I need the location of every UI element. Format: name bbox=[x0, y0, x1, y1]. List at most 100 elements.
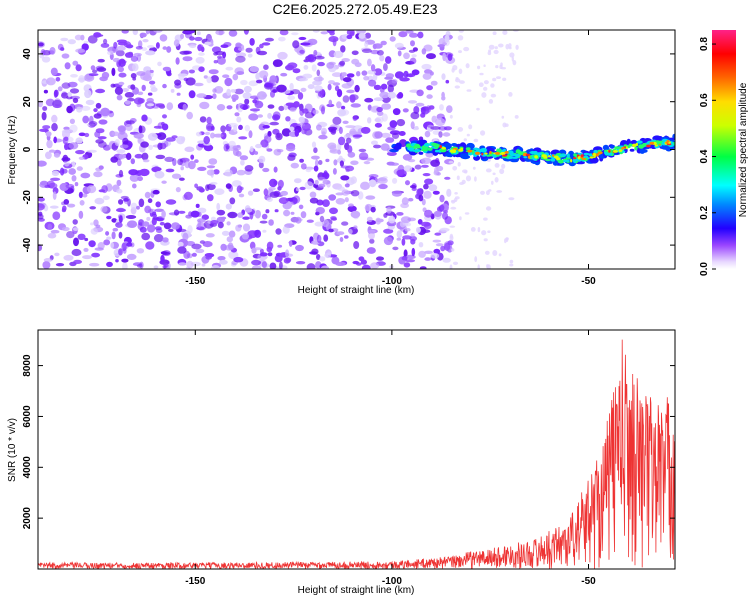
noise-blob bbox=[299, 107, 305, 116]
noise-blob bbox=[269, 178, 278, 188]
noise-blob bbox=[344, 165, 355, 172]
noise-blob bbox=[224, 244, 235, 251]
noise-blob bbox=[378, 183, 388, 190]
noise-blob bbox=[113, 41, 118, 49]
signal-blob-core bbox=[589, 156, 594, 159]
noise-blob bbox=[411, 247, 416, 257]
sparse-noise-blob bbox=[465, 63, 470, 69]
noise-blob bbox=[216, 104, 226, 111]
signal-blob-mid bbox=[636, 140, 643, 144]
noise-blob bbox=[94, 197, 105, 205]
sparse-noise-blob bbox=[466, 89, 472, 92]
noise-blob bbox=[280, 72, 288, 77]
noise-blob bbox=[326, 62, 335, 69]
noise-blob bbox=[153, 125, 162, 129]
snr-marks bbox=[38, 339, 675, 569]
noise-blob bbox=[379, 55, 385, 62]
noise-blob bbox=[38, 42, 44, 47]
noise-blob bbox=[196, 31, 201, 36]
noise-blob bbox=[206, 76, 212, 84]
noise-blob bbox=[293, 101, 300, 108]
noise-blob bbox=[350, 103, 361, 108]
noise-blob bbox=[405, 180, 410, 186]
noise-blob bbox=[446, 188, 452, 197]
noise-blob bbox=[260, 139, 269, 148]
noise-blob bbox=[380, 40, 387, 46]
noise-blob bbox=[130, 73, 137, 79]
noise-blob bbox=[118, 169, 124, 178]
noise-blob bbox=[61, 208, 66, 213]
noise-blob bbox=[300, 42, 311, 46]
noise-blob bbox=[194, 82, 204, 87]
noise-blob bbox=[320, 31, 329, 35]
noise-blob bbox=[392, 108, 401, 116]
noise-blob bbox=[411, 54, 417, 58]
noise-blob bbox=[322, 179, 331, 185]
noise-blob bbox=[364, 41, 369, 48]
noise-blob bbox=[198, 66, 205, 72]
noise-blob bbox=[208, 158, 218, 165]
noise-blob bbox=[248, 80, 259, 87]
noise-blob bbox=[98, 119, 108, 125]
noise-blob bbox=[360, 126, 371, 134]
sparse-noise-blob bbox=[474, 256, 478, 263]
noise-blob bbox=[407, 197, 414, 202]
noise-blob bbox=[216, 202, 221, 211]
noise-blob bbox=[337, 109, 347, 117]
noise-blob bbox=[258, 123, 266, 131]
noise-blob bbox=[84, 237, 89, 242]
noise-blob bbox=[93, 219, 99, 227]
noise-blob bbox=[206, 165, 216, 169]
noise-blob bbox=[179, 50, 190, 55]
noise-blob bbox=[248, 113, 259, 121]
noise-blob bbox=[341, 72, 347, 77]
noise-blob bbox=[351, 50, 359, 56]
noise-blob bbox=[247, 190, 254, 196]
noise-blob bbox=[101, 185, 108, 194]
noise-blob bbox=[204, 131, 211, 136]
noise-blob bbox=[84, 89, 92, 99]
noise-blob bbox=[274, 209, 279, 213]
noise-blob bbox=[66, 231, 75, 239]
noise-blob bbox=[163, 222, 172, 230]
noise-blob bbox=[398, 31, 408, 38]
noise-blob bbox=[328, 194, 337, 201]
noise-blob bbox=[342, 120, 349, 125]
noise-blob bbox=[49, 205, 59, 209]
sparse-noise-blob bbox=[476, 107, 480, 111]
noise-blob bbox=[240, 79, 248, 86]
noise-blob bbox=[389, 36, 396, 42]
noise-blob bbox=[294, 178, 302, 184]
noise-blob bbox=[186, 111, 193, 120]
sparse-noise-blob bbox=[505, 43, 510, 50]
noise-blob bbox=[414, 164, 422, 170]
noise-blob bbox=[209, 181, 218, 185]
x-tick-label: -50 bbox=[581, 276, 596, 287]
noise-blob bbox=[414, 126, 419, 130]
noise-blob bbox=[313, 147, 318, 154]
noise-blob bbox=[210, 220, 219, 225]
noise-blob bbox=[314, 159, 319, 167]
noise-blob bbox=[337, 186, 345, 191]
noise-blob bbox=[369, 238, 375, 244]
noise-blob bbox=[415, 227, 421, 233]
noise-blob bbox=[51, 170, 60, 177]
noise-blob bbox=[226, 88, 231, 96]
signal-blob-mid bbox=[434, 149, 440, 153]
noise-blob bbox=[361, 48, 372, 53]
noise-blob bbox=[383, 213, 388, 218]
noise-blob bbox=[81, 43, 89, 51]
noise-blob bbox=[203, 75, 208, 79]
noise-blob bbox=[294, 129, 299, 137]
noise-blob bbox=[430, 126, 441, 130]
snr-x-label: Height of straight line (km) bbox=[298, 585, 415, 596]
noise-blob bbox=[201, 263, 206, 267]
noise-blob bbox=[254, 100, 264, 109]
noise-blob bbox=[361, 264, 371, 269]
noise-blob bbox=[403, 249, 408, 258]
noise-blob bbox=[287, 95, 296, 100]
sparse-noise-blob bbox=[508, 197, 515, 201]
noise-blob bbox=[141, 47, 148, 51]
noise-blob bbox=[139, 32, 147, 38]
noise-blob bbox=[432, 239, 442, 243]
